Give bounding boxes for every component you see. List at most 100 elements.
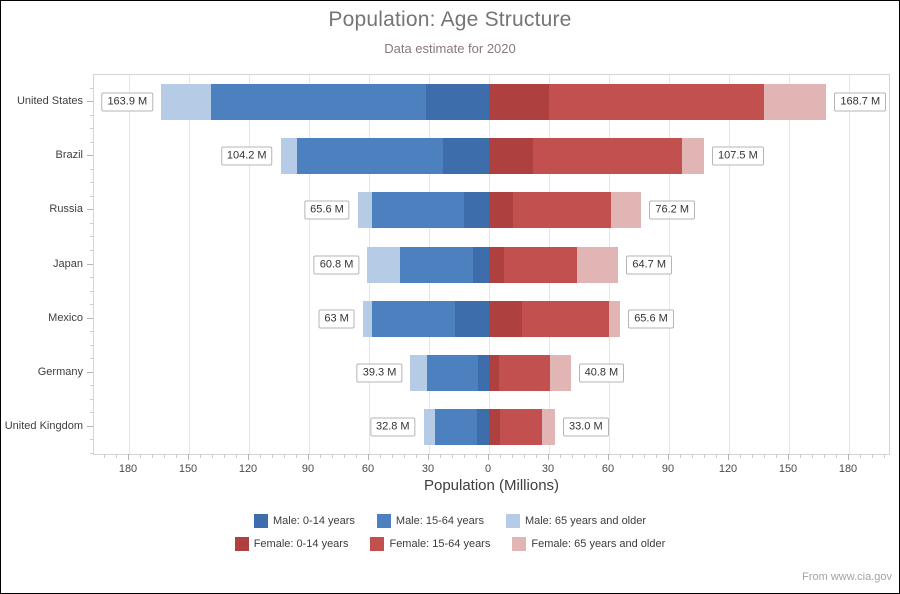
legend-marker-icon xyxy=(253,514,268,528)
bar-segment-male-3[interactable] xyxy=(399,246,473,283)
bar-segment-female-3[interactable] xyxy=(504,246,578,283)
bar-segment-female-4[interactable] xyxy=(609,300,621,337)
legend-marker-icon xyxy=(512,537,527,551)
category-minor-tick xyxy=(90,182,93,184)
category-minor-tick xyxy=(90,385,93,387)
bar-segment-male-6[interactable] xyxy=(434,408,478,445)
x-minor-tick xyxy=(332,454,333,458)
bar-segment-female-3[interactable] xyxy=(489,246,505,283)
bar-segment-male-1[interactable] xyxy=(443,138,489,175)
bar-segment-male-6[interactable] xyxy=(477,408,489,445)
legend-item[interactable]: Male: 0-14 years xyxy=(253,514,355,528)
bar-segment-male-4[interactable] xyxy=(362,300,372,337)
bar-segment-male-1[interactable] xyxy=(297,138,444,175)
bar-segment-male-5[interactable] xyxy=(478,354,489,391)
bar-segment-female-1[interactable] xyxy=(681,138,704,175)
x-major-tick xyxy=(188,454,189,460)
bar-segment-female-1[interactable] xyxy=(532,138,682,175)
bar-segment-female-2[interactable] xyxy=(512,192,612,229)
male-total-label: 163.9 M xyxy=(101,92,154,112)
legend-item[interactable]: Female: 65 years and older xyxy=(512,537,665,551)
male-total-label: 63 M xyxy=(318,309,355,329)
x-minor-tick xyxy=(716,454,717,458)
category-minor-tick xyxy=(90,128,93,130)
bar-segment-male-0[interactable] xyxy=(161,84,212,121)
bar-segment-male-1[interactable] xyxy=(280,138,298,175)
x-minor-tick xyxy=(392,454,393,458)
legend-item[interactable]: Female: 0-14 years xyxy=(234,537,349,551)
category-tick xyxy=(87,317,93,319)
male-total-label: 60.8 M xyxy=(313,255,360,274)
plot-area: 163.9 M 168.7 M 104.2 M 107.5 M 65.6 M 76.2 M… xyxy=(93,74,890,455)
bar-segment-male-3[interactable] xyxy=(473,246,489,283)
bar-segment-male-3[interactable] xyxy=(367,246,400,283)
category-tick xyxy=(87,209,93,211)
bar-segment-male-5[interactable] xyxy=(426,354,479,391)
bar-segment-female-6[interactable] xyxy=(541,408,555,445)
bar-segment-female-0[interactable] xyxy=(764,84,827,121)
x-minor-tick xyxy=(656,454,657,458)
bar-segment-female-0[interactable] xyxy=(549,84,765,121)
bar-segment-male-2[interactable] xyxy=(371,192,464,229)
category-minor-tick xyxy=(90,277,93,279)
x-minor-tick xyxy=(872,454,873,458)
bar-segment-male-0[interactable] xyxy=(211,84,427,121)
bar-segment-male-5[interactable] xyxy=(410,354,427,391)
bar-segment-female-2[interactable] xyxy=(611,192,642,229)
chart-title: Population: Age Structure xyxy=(328,8,572,31)
x-minor-tick xyxy=(764,454,765,458)
bar-segment-male-2[interactable] xyxy=(357,192,372,229)
bar-segment-male-0[interactable] xyxy=(426,84,489,121)
category-minor-tick xyxy=(90,249,93,251)
bar-segment-male-4[interactable] xyxy=(454,300,489,337)
category-minor-tick xyxy=(90,168,93,170)
category-label: Brazil xyxy=(55,149,83,162)
x-major-tick xyxy=(128,454,129,460)
bar-segment-female-4[interactable] xyxy=(521,300,610,337)
category-minor-tick xyxy=(90,412,93,414)
x-minor-tick xyxy=(176,454,177,458)
bar-segment-female-1[interactable] xyxy=(489,138,533,175)
bar-segment-female-0[interactable] xyxy=(489,84,549,121)
x-minor-tick xyxy=(536,454,537,458)
bar-segment-female-4[interactable] xyxy=(489,300,522,337)
category-label: Mexico xyxy=(48,311,83,324)
x-minor-tick xyxy=(272,454,273,458)
legend-label: Female: 65 years and older xyxy=(531,538,666,550)
x-minor-tick xyxy=(560,454,561,458)
legend-item[interactable]: Male: 15-64 years xyxy=(376,514,484,528)
bar-segment-female-6[interactable] xyxy=(489,408,501,445)
category-minor-tick xyxy=(90,195,93,197)
x-tick-label: 60 xyxy=(601,463,615,475)
bar-segment-male-4[interactable] xyxy=(371,300,455,337)
x-tick-label: 60 xyxy=(361,463,375,475)
category-minor-tick xyxy=(90,236,93,238)
legend-label: Male: 15-64 years xyxy=(395,515,484,527)
legend-item[interactable]: Female: 15-64 years xyxy=(370,537,490,551)
bar-segment-female-5[interactable] xyxy=(499,354,550,391)
legend-item[interactable]: Male: 65 years and older xyxy=(505,514,646,528)
bar-segment-female-2[interactable] xyxy=(489,192,513,229)
x-minor-tick xyxy=(572,454,573,458)
male-total-label: 32.8 M xyxy=(369,417,416,437)
x-tick-label: 90 xyxy=(301,463,315,475)
x-major-tick xyxy=(848,454,849,460)
female-total-label: 33.0 M xyxy=(563,417,609,437)
bar-segment-female-5[interactable] xyxy=(550,354,571,391)
x-minor-tick xyxy=(476,454,477,458)
bar-segment-female-6[interactable] xyxy=(500,408,542,445)
x-minor-tick xyxy=(440,454,441,458)
legend-row: Male: 0-14 years Male: 15-64 years Male: 6… xyxy=(1,514,899,528)
bar-segment-male-6[interactable] xyxy=(423,408,435,445)
x-minor-tick xyxy=(584,454,585,458)
bar-segment-female-5[interactable] xyxy=(489,354,499,391)
x-tick-label: 30 xyxy=(541,463,555,475)
bar-segment-male-2[interactable] xyxy=(463,192,489,229)
x-tick-label: 120 xyxy=(718,463,738,475)
legend-label: Female: 0-14 years xyxy=(253,538,349,550)
legend-marker-icon xyxy=(234,537,249,551)
bar-segment-female-3[interactable] xyxy=(577,246,619,283)
gridline xyxy=(309,75,310,454)
x-tick-label: 150 xyxy=(178,463,198,475)
source-note: From www.cia.gov xyxy=(802,571,892,583)
